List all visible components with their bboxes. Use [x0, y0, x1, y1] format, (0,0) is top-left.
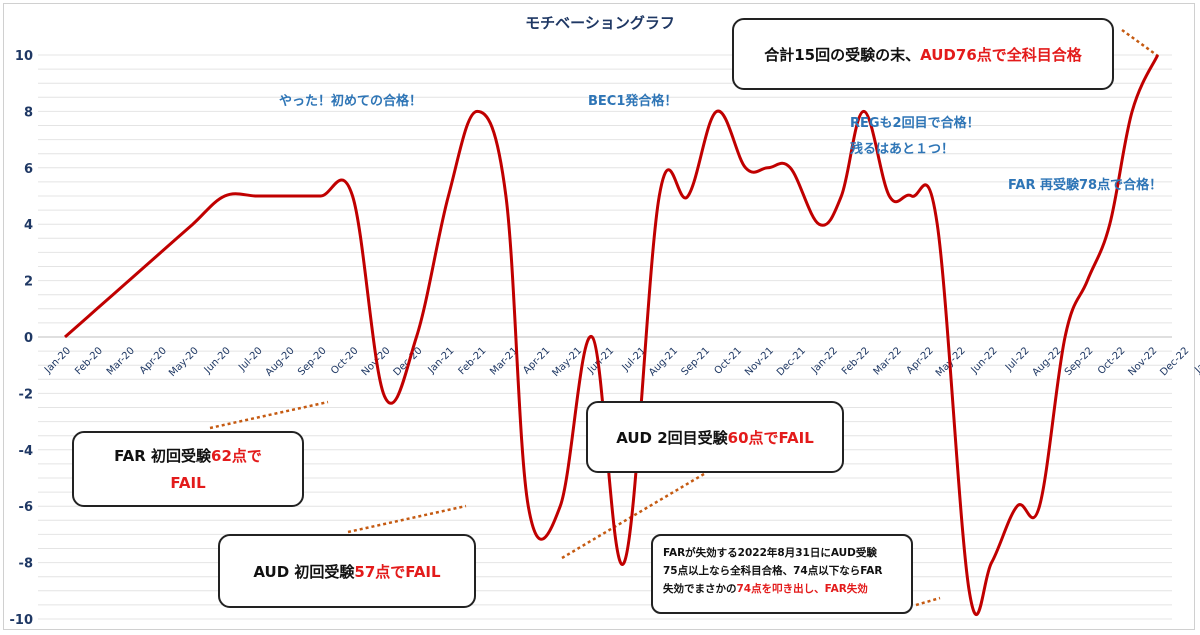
- x-tick-label: Mar-22: [872, 345, 904, 377]
- callout-aud1-highlight: 57点でFAIL: [354, 562, 441, 581]
- series-line-motivation: [64, 54, 1160, 616]
- x-tick-label: Feb-22: [840, 345, 872, 377]
- x-tick-label: Sep-22: [1063, 345, 1096, 378]
- y-axis-ticks: 10 8 6 4 2 0 -2 -4 -6 -8 -10: [10, 49, 34, 628]
- x-tick-label: Sep-20: [296, 345, 329, 378]
- x-tick-label: Jul-22: [1003, 345, 1032, 374]
- x-tick-label: Jun-22: [969, 345, 1000, 376]
- x-tick-label: Dec-22: [1158, 345, 1191, 378]
- callout-far1-highlight: 62点で: [211, 447, 262, 465]
- x-tick-label: Feb-20: [73, 345, 105, 377]
- x-tick-label: Sep-21: [679, 345, 712, 378]
- callout-expire-line1: FARが失効する2022年8月31日にAUD受験: [663, 547, 877, 559]
- annotation-reg-pass: REGも2回目で合格！: [850, 116, 980, 131]
- callout-connectors: [209, 28, 1159, 607]
- y-tick-label: 2: [24, 275, 33, 290]
- x-tick-label: Jul-20: [236, 345, 265, 374]
- callout-aud2-pre: AUD 2回目受験: [616, 428, 728, 447]
- x-tick-label: Jan-22: [809, 345, 840, 376]
- callout-aud1-pre: AUD 初回受験: [253, 562, 355, 581]
- annotation-first-pass: やった！初めての合格！: [279, 94, 423, 109]
- y-tick-label: -8: [19, 557, 33, 572]
- y-tick-label: -10: [10, 613, 34, 628]
- x-tick-label: Dec-21: [775, 345, 808, 378]
- callout-far-first: FAR 初回受験62点で FAIL: [72, 431, 304, 507]
- callout-aud2-highlight: 60点でFAIL: [727, 428, 814, 447]
- callout-expire-line2: 75点以上なら全科目合格、74点以下ならFAR: [663, 565, 883, 577]
- callout-aud-second: AUD 2回目受験 60点でFAIL: [586, 401, 844, 473]
- x-tick-label: Apr-22: [905, 345, 936, 376]
- callout-final-pass: 合計15回の受験の末、 AUD76点で全科目合格: [732, 18, 1114, 90]
- callout-connector: [347, 504, 467, 534]
- x-tick-label: Feb-21: [457, 345, 489, 377]
- x-tick-label: Jun-20: [202, 345, 233, 376]
- callout-final-highlight: AUD76点で全科目合格: [920, 45, 1082, 64]
- x-tick-label: Jan-21: [426, 345, 457, 376]
- annotation-bec-pass: BEC1発合格！: [588, 94, 678, 109]
- x-tick-label: Jan-20: [42, 345, 73, 376]
- y-tick-label: 6: [24, 162, 33, 177]
- callout-far-expire: FARが失効する2022年8月31日にAUD受験 75点以上なら全科目合格、74…: [651, 534, 913, 614]
- x-tick-label: Aug-21: [647, 345, 680, 378]
- y-tick-label: -6: [19, 500, 33, 515]
- x-tick-label: Apr-20: [138, 345, 169, 376]
- x-tick-label: Oct-21: [713, 345, 745, 377]
- y-tick-label: 4: [24, 218, 33, 233]
- callout-far1-pre: FAR 初回受験: [114, 447, 212, 465]
- x-tick-label: May-20: [167, 345, 201, 379]
- y-tick-label: 0: [24, 331, 33, 346]
- x-tick-label: Jan-23: [1192, 345, 1200, 376]
- chart-title: モチベーショングラフ: [525, 14, 675, 32]
- x-tick-label: Aug-20: [264, 345, 297, 378]
- callout-expire-line3-highlight: 74点を叩き出し、FAR失効: [736, 583, 868, 595]
- callout-connector: [915, 596, 941, 607]
- x-tick-label: Nov-21: [743, 345, 776, 378]
- y-tick-label: -4: [19, 444, 33, 459]
- y-tick-label: -2: [19, 387, 33, 402]
- callout-final-pre: 合計15回の受験の末、: [764, 45, 921, 64]
- annotation-far-pass: FAR 再受験78点で合格！: [1008, 178, 1163, 193]
- x-tick-label: Oct-20: [329, 345, 361, 377]
- y-tick-label: 10: [15, 49, 33, 64]
- x-tick-label: Apr-21: [521, 345, 552, 376]
- chart-frame: [3, 3, 1195, 630]
- callout-aud-first: AUD 初回受験 57点でFAIL: [218, 534, 476, 608]
- callout-far1-line2: FAIL: [170, 474, 206, 492]
- y-tick-label: 8: [24, 105, 33, 120]
- x-tick-label: Mar-20: [105, 345, 137, 377]
- callout-connector: [209, 400, 329, 430]
- annotation-one-left: 残るはあと１つ！: [850, 142, 955, 157]
- callout-expire-line3-pre: 失効でまさかの: [663, 583, 737, 595]
- x-tick-label: Oct-22: [1096, 345, 1128, 377]
- x-tick-label: Nov-22: [1126, 345, 1159, 378]
- callout-connector: [1121, 28, 1159, 58]
